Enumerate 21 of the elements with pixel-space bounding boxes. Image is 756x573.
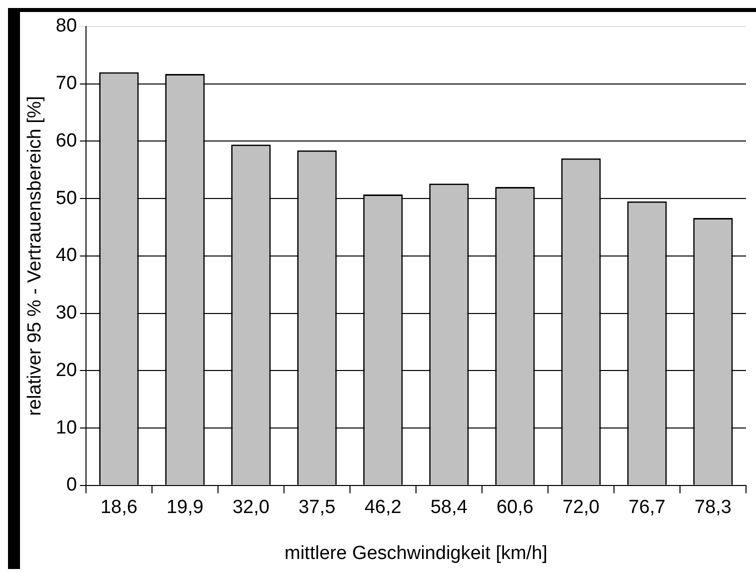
y-tick-label: 0 <box>66 474 77 496</box>
x-tick-label: 19,9 <box>166 497 204 518</box>
x-tick-label: 32,0 <box>232 497 270 518</box>
x-tick-label: 18,6 <box>100 497 138 518</box>
y-tick-label: 10 <box>56 417 77 438</box>
y-tick-label: 60 <box>56 130 77 152</box>
y-tick-label: 70 <box>56 73 77 94</box>
y-tick-label: 30 <box>56 302 77 324</box>
x-tick-label: 60,6 <box>496 497 534 518</box>
x-tick-label: 72,0 <box>562 497 600 518</box>
x-tick-label: 76,7 <box>628 497 666 518</box>
y-axis-title: relativer 95 % - Vertrauensbereich [%] <box>24 96 46 416</box>
y-tick-label: 50 <box>56 188 77 209</box>
x-tick-label: 78,3 <box>694 497 732 518</box>
y-tick-label: 40 <box>56 245 77 266</box>
y-tick-label: 20 <box>56 360 77 381</box>
y-tick-label: 80 <box>56 16 77 37</box>
x-tick-label: 46,2 <box>364 497 402 518</box>
x-tick-label: 58,4 <box>430 497 468 518</box>
x-axis-title: mittlere Geschwindigkeit [km/h] <box>284 542 548 564</box>
x-tick-label: 37,5 <box>298 497 336 518</box>
